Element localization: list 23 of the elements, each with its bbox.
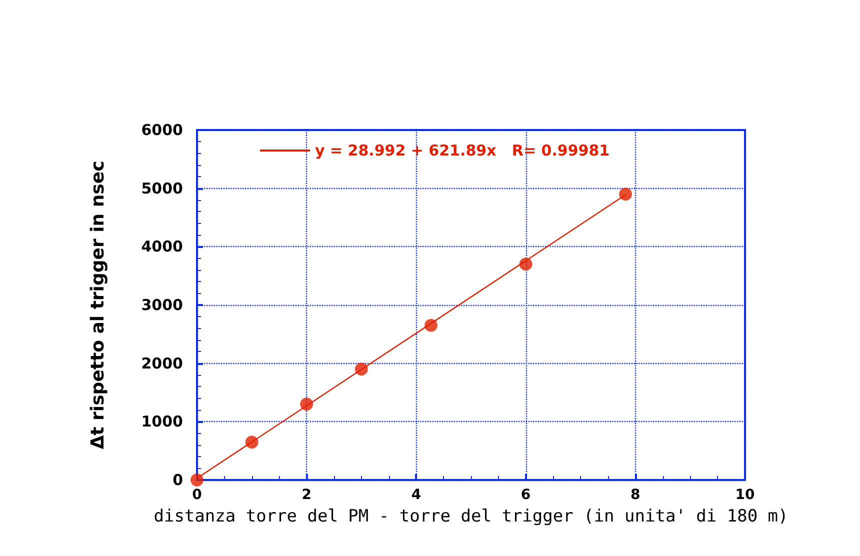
y-tick-label: 1000 — [141, 412, 183, 431]
x-tick-label: 6 — [520, 487, 531, 503]
point — [424, 318, 438, 332]
x-axis-title: distanza torre del PM - torre del trigger (in unita' di 180 m) — [154, 506, 788, 526]
x-tick-label: 0 — [192, 487, 202, 503]
y-tick-label: 0 — [172, 471, 183, 489]
x-tick-label: 8 — [630, 487, 640, 503]
y-tick-label: 3000 — [141, 296, 183, 314]
y-tick-label: 5000 — [141, 179, 183, 198]
y-tick-label: 2000 — [141, 354, 183, 372]
point — [245, 436, 258, 449]
x-tick-label: 4 — [411, 487, 422, 503]
point — [300, 398, 314, 411]
y-tick-label: 4000 — [141, 238, 183, 256]
y-axis-title: Δt rispetto al trigger in nsec — [88, 160, 108, 450]
point — [619, 188, 632, 201]
y-tick-label: 6000 — [141, 121, 183, 139]
x-tick-label: 10 — [735, 487, 755, 503]
legend-label: y = 28.992 + 621.89x R= 0.99981 — [315, 142, 610, 160]
point — [519, 258, 532, 271]
point — [354, 362, 368, 376]
x-tick-label: 2 — [302, 487, 312, 503]
point — [190, 474, 204, 486]
